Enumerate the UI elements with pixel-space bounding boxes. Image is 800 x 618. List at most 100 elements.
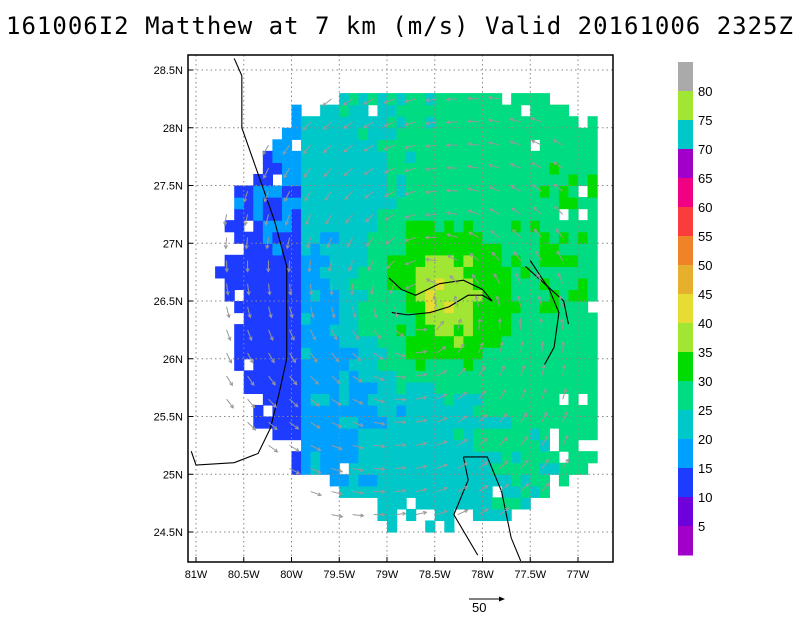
field-cell — [377, 104, 388, 117]
field-cell — [234, 197, 245, 210]
field-cell — [387, 520, 398, 533]
field-cell — [539, 474, 550, 487]
wind-vector — [310, 468, 321, 474]
field-cell — [530, 162, 541, 175]
wind-vector-head — [404, 168, 409, 173]
field-cell — [530, 474, 541, 487]
wind-vector-head — [460, 343, 465, 348]
field-cell — [243, 254, 254, 267]
wind-vector — [515, 273, 522, 284]
field-cell — [520, 474, 531, 487]
field-cell — [472, 220, 484, 233]
field-cell — [415, 93, 426, 106]
field-cell — [339, 347, 350, 360]
wind-vector — [425, 190, 437, 193]
field-cell — [539, 220, 550, 233]
wind-vector-head — [285, 244, 290, 250]
field-cell — [339, 439, 350, 452]
field-cell — [568, 370, 579, 383]
field-cell — [272, 220, 283, 233]
field-cell — [511, 150, 522, 163]
field-cell — [425, 393, 436, 406]
field-cell — [367, 404, 379, 418]
field-cell — [377, 197, 388, 210]
wind-vector-head — [445, 165, 451, 171]
wind-vector-head — [432, 295, 437, 300]
field-cell — [578, 277, 589, 291]
field-cell — [396, 197, 407, 210]
wind-vector — [554, 206, 564, 215]
field-cell — [301, 404, 312, 418]
colorbar-label: 5 — [698, 519, 705, 534]
field-cell — [520, 324, 531, 337]
field-cell — [492, 220, 503, 233]
field-cell — [482, 162, 493, 175]
field-cell — [520, 162, 531, 175]
wind-vector — [348, 260, 354, 272]
wind-vector-head — [325, 220, 330, 225]
field-cell — [568, 404, 579, 418]
wind-vector — [384, 121, 395, 127]
field-cell — [387, 474, 398, 487]
field-cell — [320, 208, 331, 221]
field-cell — [243, 289, 254, 302]
wind-vector-head — [541, 364, 546, 369]
field-cell — [520, 416, 531, 429]
field-cell — [272, 428, 283, 441]
field-cell — [501, 324, 512, 337]
field-cell — [272, 289, 283, 302]
field-cell — [501, 208, 512, 221]
wind-vector — [384, 144, 395, 150]
field-cell — [444, 485, 455, 498]
field-cell — [367, 243, 379, 256]
field-cell — [549, 462, 560, 475]
wind-vector-head — [380, 377, 385, 382]
field-cell — [367, 127, 379, 140]
wind-vector-head — [243, 198, 248, 203]
field-cell — [396, 312, 407, 325]
field-cell — [262, 370, 273, 383]
wind-vector — [310, 283, 312, 295]
field-cell — [482, 266, 493, 279]
field-cell — [549, 208, 560, 221]
field-cell — [444, 104, 455, 117]
wind-vector — [478, 342, 484, 354]
field-cell — [320, 243, 331, 256]
field-cell — [377, 173, 388, 187]
field-cell — [425, 301, 436, 314]
field-cell — [396, 404, 407, 418]
wind-vector-head — [530, 139, 536, 144]
field-cell — [492, 301, 503, 314]
wind-vector-head — [262, 151, 267, 156]
field-cell — [520, 497, 531, 510]
field-cell — [406, 231, 417, 244]
wind-vector — [489, 186, 500, 192]
field-cell — [348, 277, 359, 291]
wind-vector-head — [552, 139, 557, 143]
field-cell — [415, 416, 426, 429]
field-cell — [472, 393, 484, 406]
field-cell — [262, 381, 273, 394]
field-cell — [339, 474, 350, 487]
field-cell — [377, 220, 388, 233]
wind-vector — [475, 295, 480, 307]
wind-vector — [268, 306, 272, 318]
field-cell — [415, 220, 426, 233]
field-cell — [348, 231, 359, 244]
wind-vector — [467, 120, 479, 123]
wind-vector-head — [359, 445, 365, 450]
field-cell — [434, 439, 445, 452]
field-cell — [434, 393, 445, 406]
wind-vector-head — [442, 346, 447, 351]
field-cell — [281, 404, 293, 418]
wind-vector — [226, 329, 231, 341]
field-cell — [434, 381, 445, 394]
wind-vector — [226, 352, 232, 364]
field-cell — [415, 451, 426, 464]
field-cell — [348, 404, 359, 418]
wind-vector — [366, 237, 375, 247]
field-cell — [549, 393, 560, 406]
field-cell — [501, 347, 512, 360]
field-cell — [434, 508, 445, 522]
wind-vector — [310, 398, 320, 407]
